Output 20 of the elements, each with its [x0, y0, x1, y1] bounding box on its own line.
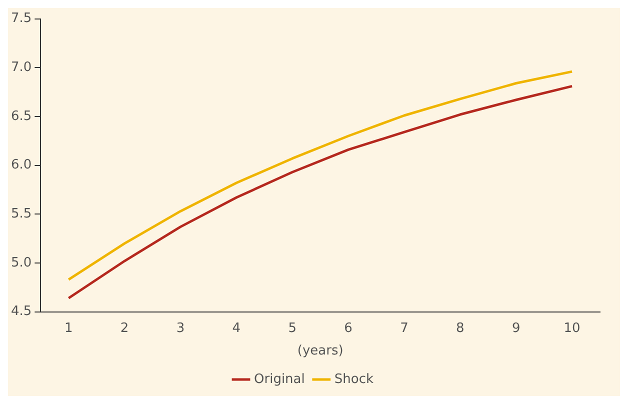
x-tick-label: 8 — [456, 320, 464, 336]
x-tick-label: 5 — [288, 320, 297, 336]
x-tick-label: 2 — [120, 320, 129, 336]
x-axis-title: (years) — [297, 344, 344, 359]
x-tick-label: 6 — [344, 320, 352, 336]
x-tick-label: 4 — [232, 320, 241, 336]
y-tick-label: 6.0 — [10, 158, 32, 173]
x-tick-label: 10 — [564, 320, 580, 336]
x-tick-label: 7 — [400, 320, 408, 336]
y-tick-label: 6.5 — [10, 108, 32, 124]
x-tick-label: 3 — [176, 320, 185, 336]
legend-label: Original — [254, 372, 305, 387]
legend-label: Shock — [334, 372, 374, 387]
x-tick-label: 1 — [64, 320, 73, 336]
y-tick-label: 7.5 — [10, 11, 32, 26]
y-tick-label: 7.0 — [10, 60, 32, 76]
x-tick-label: 9 — [512, 320, 520, 336]
y-tick-label: 4.5 — [10, 304, 32, 320]
y-tick-label: 5.5 — [10, 206, 32, 222]
y-tick-label: 5.0 — [10, 255, 32, 270]
